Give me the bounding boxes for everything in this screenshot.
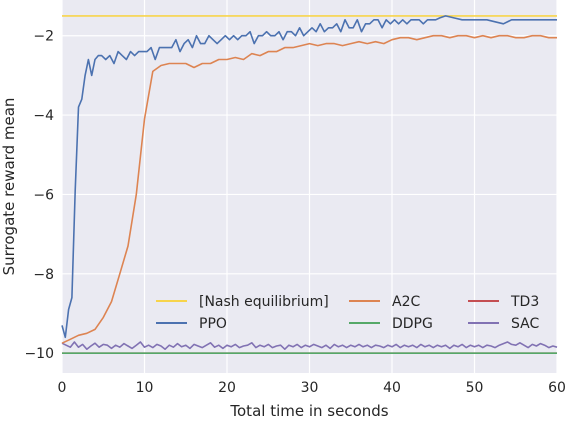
legend-label: PPO <box>199 316 227 332</box>
y-tick-label: −2 <box>33 29 54 45</box>
x-tick-label: 50 <box>466 380 484 396</box>
y-tick-label: −6 <box>33 187 54 203</box>
series-line-sac <box>61 341 558 351</box>
series-line-a2c <box>61 34 557 344</box>
legend-label: DDPG <box>392 316 433 332</box>
y-axis-label: Surrogate reward mean <box>0 98 18 276</box>
legend: [Nash equilibrium] PPO A2C DDPG TD3 SAC <box>156 294 539 332</box>
legend-label: TD3 <box>510 294 539 310</box>
x-axis-label: Total time in seconds <box>229 402 388 420</box>
series-line-ppo <box>61 15 557 339</box>
x-tick-label: 30 <box>301 380 319 396</box>
x-tick-label: 40 <box>383 380 401 396</box>
tick-labels: 0 10 20 30 40 50 60 −10 −8 −6 −4 −2 <box>24 29 565 396</box>
x-tick-label: 60 <box>548 380 566 396</box>
series-layer <box>61 15 558 355</box>
legend-label: SAC <box>511 316 539 332</box>
x-tick-label: 20 <box>218 380 236 396</box>
legend-label: [Nash equilibrium] <box>199 294 329 310</box>
y-tick-label: −4 <box>33 108 54 124</box>
y-tick-label: −10 <box>24 346 54 362</box>
x-tick-label: 0 <box>58 380 67 396</box>
x-tick-label: 10 <box>136 380 154 396</box>
y-tick-label: −8 <box>33 267 54 283</box>
legend-label: A2C <box>392 294 420 310</box>
